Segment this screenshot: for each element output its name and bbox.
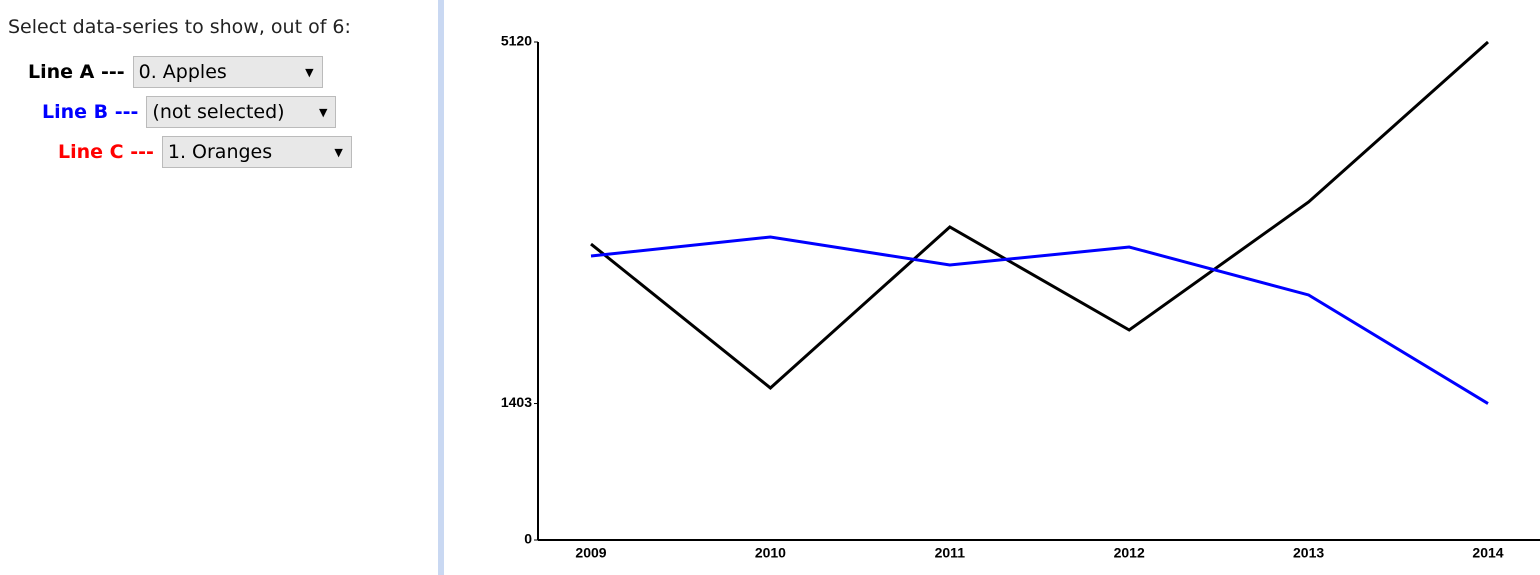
- dropdown-arrow: ▼: [318, 105, 328, 119]
- y-tick-label: 1403: [501, 394, 532, 410]
- dropdown-value: 0. Apples: [138, 61, 227, 83]
- x-tick-label: 2012: [1114, 545, 1145, 561]
- y-tick-label: 5120: [501, 33, 532, 49]
- dropdown[interactable]: 0. Apples ▼: [132, 56, 323, 88]
- line-label: Line B ---: [42, 101, 139, 123]
- selector-row: Line A --- 0. Apples ▼: [28, 56, 323, 88]
- dropdown-arrow: ▼: [334, 145, 343, 159]
- selector-row: Line C --- 1. Oranges ▼: [58, 136, 352, 168]
- y-tick-label: 0: [524, 531, 532, 547]
- dropdown[interactable]: (not selected) ▼: [146, 96, 337, 128]
- line-label: Line A ---: [28, 61, 125, 83]
- dropdown-value: (not selected): [152, 101, 285, 123]
- selector-row: Line B --- (not selected) ▼: [42, 96, 337, 128]
- x-tick-label: 2009: [575, 545, 606, 561]
- dropdown-arrow: ▼: [305, 65, 314, 79]
- splitter[interactable]: [438, 0, 444, 575]
- dropdown-value: 1. Oranges: [167, 141, 273, 163]
- data-line: [590, 40, 1489, 390]
- dropdown[interactable]: 1. Oranges ▼: [161, 136, 352, 168]
- x-tick-label: 2014: [1472, 545, 1503, 561]
- prompt: Select data-series to show, out of 6:: [8, 16, 351, 38]
- data-line: [590, 235, 1489, 405]
- line-label: Line C ---: [58, 141, 154, 163]
- x-tick-label: 2010: [755, 545, 786, 561]
- x-tick-label: 2013: [1293, 545, 1324, 561]
- x-tick-label: 2011: [935, 545, 966, 561]
